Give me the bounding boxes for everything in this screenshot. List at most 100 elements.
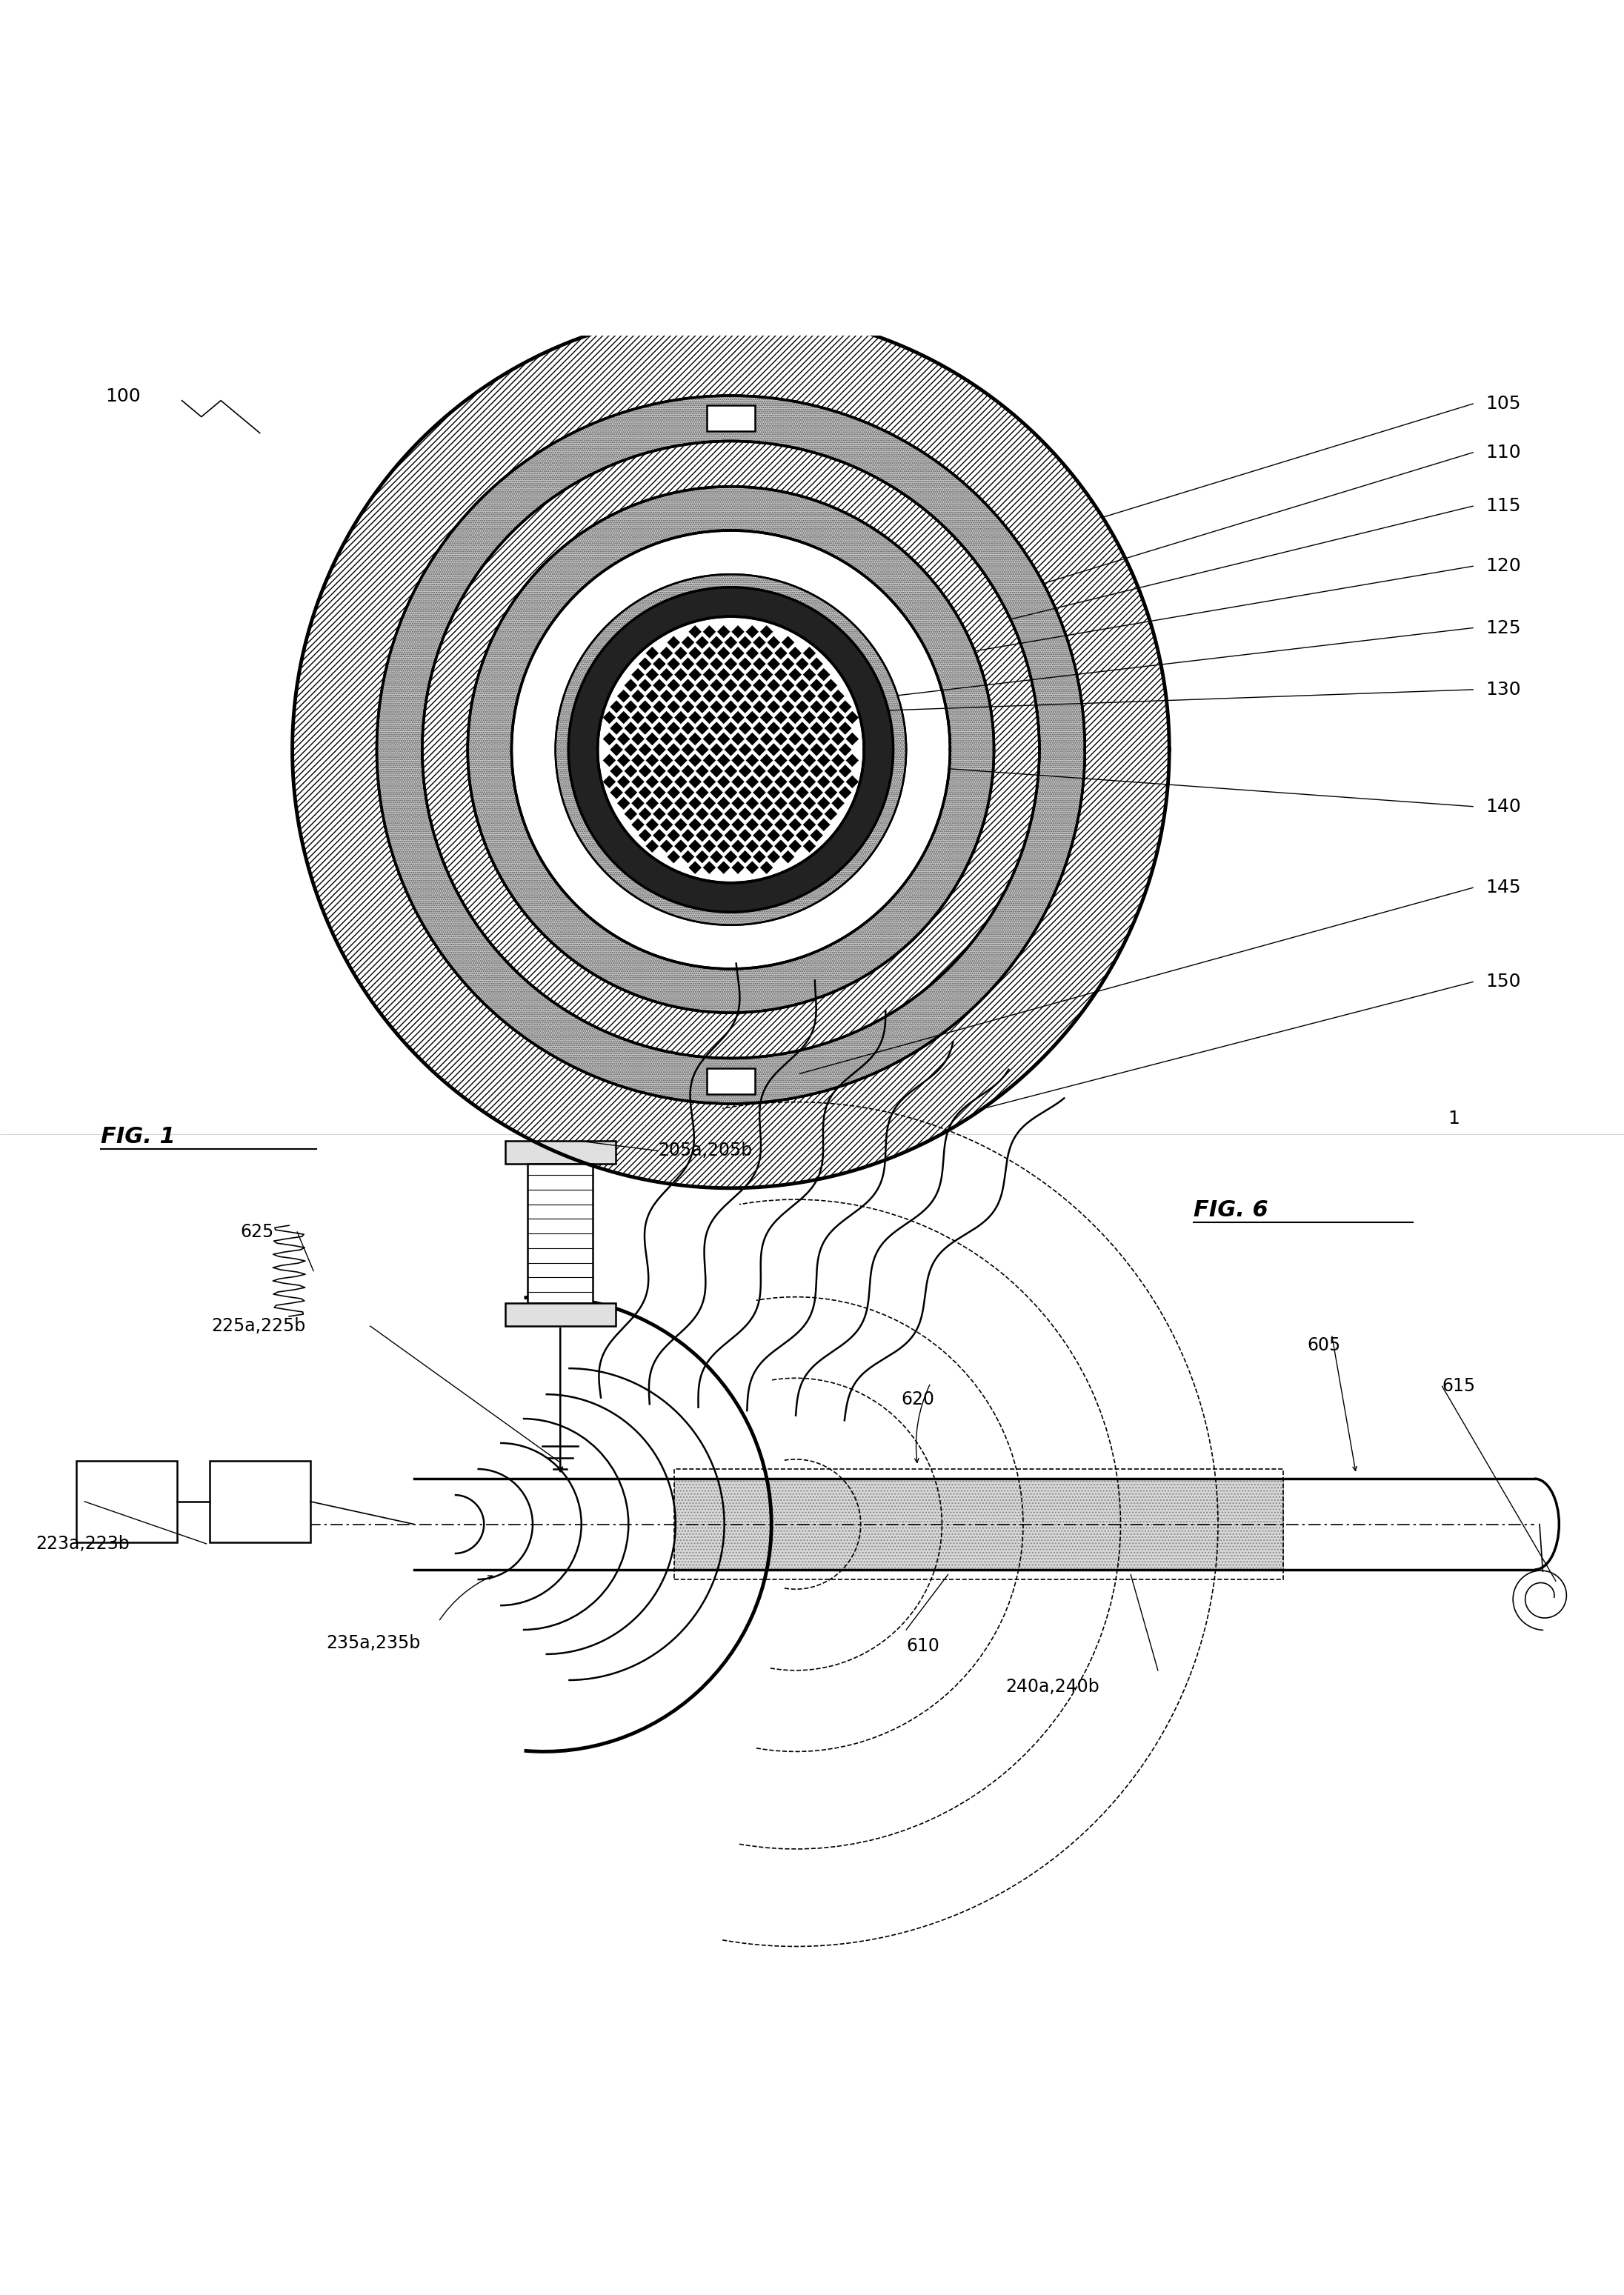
Polygon shape: [646, 732, 659, 746]
Wedge shape: [377, 395, 1085, 1104]
Polygon shape: [739, 700, 752, 714]
Polygon shape: [689, 711, 702, 723]
Polygon shape: [646, 776, 659, 787]
Polygon shape: [703, 624, 716, 638]
Polygon shape: [710, 656, 723, 670]
Polygon shape: [731, 732, 744, 746]
Polygon shape: [724, 828, 737, 842]
Polygon shape: [825, 744, 838, 755]
Polygon shape: [674, 732, 687, 746]
Polygon shape: [653, 679, 666, 691]
Polygon shape: [767, 764, 780, 778]
Polygon shape: [781, 744, 794, 755]
Polygon shape: [695, 808, 708, 819]
Circle shape: [598, 617, 864, 884]
Polygon shape: [632, 732, 645, 746]
Polygon shape: [718, 840, 731, 854]
Polygon shape: [760, 753, 773, 767]
Polygon shape: [653, 764, 666, 778]
Polygon shape: [632, 711, 645, 723]
Polygon shape: [760, 840, 773, 854]
Polygon shape: [817, 711, 830, 723]
Polygon shape: [689, 840, 702, 854]
Polygon shape: [624, 679, 637, 691]
Polygon shape: [689, 776, 702, 787]
Polygon shape: [710, 828, 723, 842]
Polygon shape: [689, 861, 702, 874]
Polygon shape: [653, 785, 666, 799]
Polygon shape: [674, 840, 687, 854]
Polygon shape: [724, 851, 737, 863]
Polygon shape: [745, 840, 758, 854]
Polygon shape: [810, 656, 823, 670]
Bar: [674, 1478, 1283, 1570]
Polygon shape: [767, 828, 780, 842]
Polygon shape: [695, 764, 708, 778]
Text: 1: 1: [1447, 1108, 1460, 1127]
Bar: [706, 1067, 755, 1095]
Wedge shape: [555, 574, 906, 925]
Polygon shape: [760, 861, 773, 874]
Polygon shape: [632, 753, 645, 767]
Polygon shape: [796, 808, 809, 819]
Circle shape: [512, 530, 950, 968]
Polygon shape: [718, 776, 731, 787]
Polygon shape: [638, 656, 651, 670]
Polygon shape: [760, 624, 773, 638]
Polygon shape: [659, 711, 672, 723]
Text: 115: 115: [1486, 498, 1522, 514]
Text: 130: 130: [1486, 682, 1522, 698]
Polygon shape: [817, 819, 830, 831]
Polygon shape: [789, 647, 802, 659]
Polygon shape: [754, 679, 767, 691]
Polygon shape: [695, 679, 708, 691]
Polygon shape: [653, 744, 666, 755]
Polygon shape: [781, 785, 794, 799]
Polygon shape: [775, 711, 788, 723]
Polygon shape: [632, 668, 645, 682]
Polygon shape: [646, 819, 659, 831]
Polygon shape: [731, 776, 744, 787]
Polygon shape: [710, 808, 723, 819]
Polygon shape: [710, 700, 723, 714]
Polygon shape: [796, 764, 809, 778]
Polygon shape: [796, 721, 809, 734]
Polygon shape: [817, 753, 830, 767]
Text: 235a,235b: 235a,235b: [326, 1634, 421, 1652]
Polygon shape: [739, 808, 752, 819]
Polygon shape: [653, 656, 666, 670]
Polygon shape: [767, 785, 780, 799]
Polygon shape: [703, 796, 716, 810]
Polygon shape: [724, 700, 737, 714]
Polygon shape: [695, 744, 708, 755]
Polygon shape: [825, 700, 838, 714]
Polygon shape: [695, 700, 708, 714]
Polygon shape: [796, 656, 809, 670]
Polygon shape: [646, 711, 659, 723]
Polygon shape: [739, 656, 752, 670]
Polygon shape: [659, 776, 672, 787]
Polygon shape: [674, 688, 687, 702]
Text: 223a,223b: 223a,223b: [36, 1535, 130, 1554]
Polygon shape: [718, 796, 731, 810]
Polygon shape: [760, 668, 773, 682]
Polygon shape: [731, 753, 744, 767]
Polygon shape: [731, 624, 744, 638]
Polygon shape: [739, 851, 752, 863]
Polygon shape: [617, 732, 630, 746]
Polygon shape: [731, 647, 744, 659]
Polygon shape: [667, 700, 680, 714]
Text: 110: 110: [1486, 443, 1522, 461]
Text: FIG. 6: FIG. 6: [1194, 1198, 1268, 1221]
Polygon shape: [718, 861, 731, 874]
Polygon shape: [689, 688, 702, 702]
Polygon shape: [638, 744, 651, 755]
Polygon shape: [718, 668, 731, 682]
Polygon shape: [802, 688, 815, 702]
Polygon shape: [789, 668, 802, 682]
Polygon shape: [718, 647, 731, 659]
Polygon shape: [739, 744, 752, 755]
Polygon shape: [781, 808, 794, 819]
Polygon shape: [760, 647, 773, 659]
Polygon shape: [802, 732, 815, 746]
